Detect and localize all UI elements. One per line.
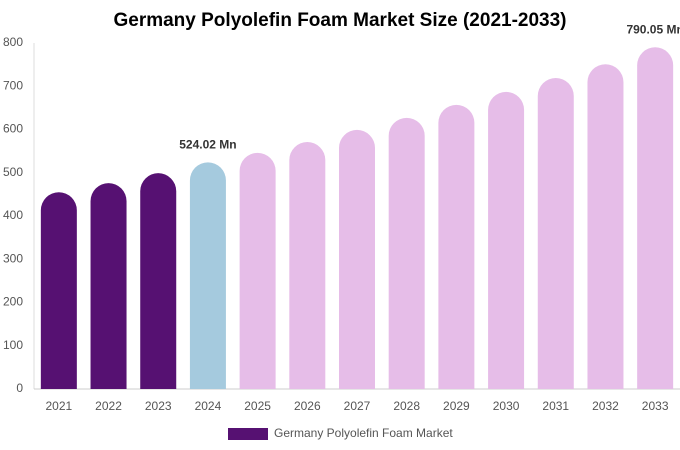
bar xyxy=(239,152,276,389)
bar xyxy=(140,173,177,389)
x-tick-label: 2027 xyxy=(344,399,371,413)
bar xyxy=(537,78,574,389)
bar xyxy=(587,64,624,389)
x-tick-label: 2033 xyxy=(642,399,669,413)
x-tick-label: 2032 xyxy=(592,399,619,413)
x-tick-label: 2023 xyxy=(145,399,172,413)
x-tick-label: 2029 xyxy=(443,399,470,413)
bar xyxy=(40,192,77,389)
x-tick-label: 2030 xyxy=(493,399,520,413)
bar xyxy=(90,183,127,389)
bar xyxy=(189,162,226,389)
y-tick-label: 400 xyxy=(3,208,23,222)
x-tick-label: 2026 xyxy=(294,399,321,413)
bar xyxy=(388,117,425,389)
bar xyxy=(637,47,674,389)
bar xyxy=(438,104,475,389)
value-label: 790.05 Mn xyxy=(626,22,680,36)
x-tick-label: 2028 xyxy=(393,399,420,413)
legend-swatch xyxy=(228,428,268,440)
legend-label: Germany Polyolefin Foam Market xyxy=(274,426,453,440)
x-tick-label: 2025 xyxy=(244,399,271,413)
bar xyxy=(289,142,326,389)
x-tick-label: 2031 xyxy=(542,399,569,413)
bar xyxy=(488,91,525,390)
x-tick-label: 2021 xyxy=(45,399,72,413)
y-tick-label: 200 xyxy=(3,295,23,309)
x-tick-label: 2022 xyxy=(95,399,122,413)
y-tick-label: 0 xyxy=(16,381,23,395)
chart-title: Germany Polyolefin Foam Market Size (202… xyxy=(113,10,566,31)
bar xyxy=(339,129,375,390)
y-tick-label: 300 xyxy=(3,251,23,265)
x-tick-label: 2024 xyxy=(195,399,222,413)
y-tick-label: 600 xyxy=(3,122,23,136)
y-tick-label: 500 xyxy=(3,165,23,179)
value-label: 524.02 Mn xyxy=(179,138,236,152)
y-tick-label: 100 xyxy=(3,338,23,352)
y-tick-label: 800 xyxy=(3,35,23,49)
y-tick-label: 700 xyxy=(3,78,23,92)
